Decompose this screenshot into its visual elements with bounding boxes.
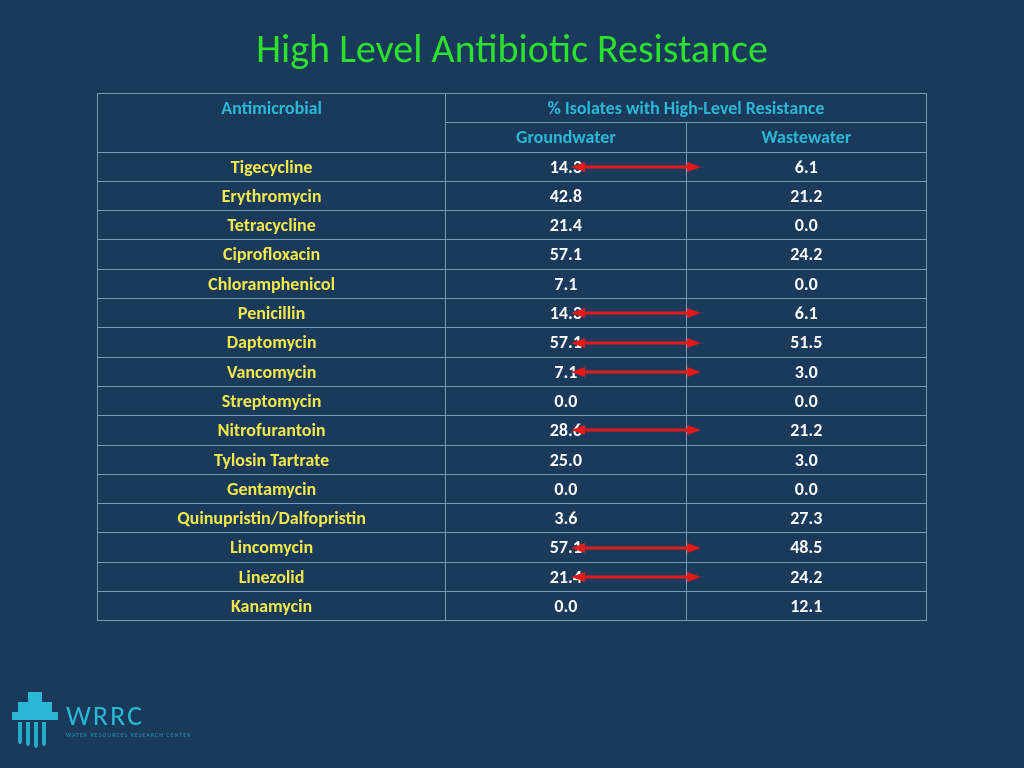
table-row: Linezolid 21.4 24.2 <box>98 562 927 591</box>
drug-name: Gentamycin <box>98 474 446 503</box>
drug-name: Nitrofurantoin <box>98 416 446 445</box>
logo-text: WRRC <box>66 702 191 730</box>
groundwater-value: 25.0 <box>446 445 686 474</box>
groundwater-value: 28.6 <box>446 416 686 445</box>
table-row: Nitrofurantoin 28.6 21.2 <box>98 416 927 445</box>
drug-name: Tetracycline <box>98 211 446 240</box>
col-header-isolates: % Isolates with High-Level Resistance <box>446 94 927 123</box>
wastewater-value: 0.0 <box>686 474 926 503</box>
double-arrow-icon <box>571 337 701 349</box>
double-arrow-icon <box>571 542 701 554</box>
wastewater-value: 0.0 <box>686 269 926 298</box>
double-arrow-icon <box>571 424 701 436</box>
wastewater-value: 0.0 <box>686 211 926 240</box>
drug-name: Chloramphenicol <box>98 269 446 298</box>
double-arrow-icon <box>571 366 701 378</box>
wastewater-value: 0.0 <box>686 386 926 415</box>
groundwater-value: 14.3 <box>446 152 686 181</box>
col-header-wastewater: Wastewater <box>686 123 926 152</box>
drug-name: Penicillin <box>98 299 446 328</box>
drug-name: Ciprofloxacin <box>98 240 446 269</box>
table-row: Quinupristin/Dalfopristin 3.6 27.3 <box>98 504 927 533</box>
drug-name: Erythromycin <box>98 181 446 210</box>
slide-title: High Level Antibiotic Resistance <box>0 0 1024 93</box>
wastewater-value: 6.1 <box>686 299 926 328</box>
drug-name: Lincomycin <box>98 533 446 562</box>
table-row: Daptomycin 57.1 51.5 <box>98 328 927 357</box>
wastewater-value: 48.5 <box>686 533 926 562</box>
table-row: Kanamycin 0.0 12.1 <box>98 592 927 621</box>
table-row: Tigecycline 14.3 6.1 <box>98 152 927 181</box>
table-row: Penicillin 14.3 6.1 <box>98 299 927 328</box>
table-row: Erythromycin 42.8 21.2 <box>98 181 927 210</box>
drug-name: Quinupristin/Dalfopristin <box>98 504 446 533</box>
resistance-table: Antimicrobial % Isolates with High-Level… <box>97 93 927 621</box>
groundwater-value: 42.8 <box>446 181 686 210</box>
logo-subtext: WATER RESOURCES RESEARCH CENTER <box>66 732 191 738</box>
table-row: Streptomycin 0.0 0.0 <box>98 386 927 415</box>
double-arrow-icon <box>571 571 701 583</box>
wastewater-value: 12.1 <box>686 592 926 621</box>
groundwater-value: 7.1 <box>446 269 686 298</box>
drug-name: Vancomycin <box>98 357 446 386</box>
wastewater-value: 3.0 <box>686 445 926 474</box>
drug-name: Tigecycline <box>98 152 446 181</box>
wastewater-value: 51.5 <box>686 328 926 357</box>
groundwater-value: 57.1 <box>446 240 686 269</box>
table-row: Ciprofloxacin 57.1 24.2 <box>98 240 927 269</box>
drug-name: Daptomycin <box>98 328 446 357</box>
groundwater-value: 7.1 <box>446 357 686 386</box>
groundwater-value: 57.1 <box>446 533 686 562</box>
groundwater-value: 0.0 <box>446 474 686 503</box>
wastewater-value: 24.2 <box>686 240 926 269</box>
groundwater-value: 0.0 <box>446 592 686 621</box>
table-row: Lincomycin 57.1 48.5 <box>98 533 927 562</box>
wastewater-value: 21.2 <box>686 416 926 445</box>
drug-name: Tylosin Tartrate <box>98 445 446 474</box>
groundwater-value: 21.4 <box>446 211 686 240</box>
table-row: Vancomycin 7.1 3.0 <box>98 357 927 386</box>
groundwater-value: 0.0 <box>446 386 686 415</box>
groundwater-value: 21.4 <box>446 562 686 591</box>
wrrc-logo: WRRC WATER RESOURCES RESEARCH CENTER <box>12 692 191 748</box>
drug-name: Kanamycin <box>98 592 446 621</box>
double-arrow-icon <box>571 161 701 173</box>
groundwater-value: 3.6 <box>446 504 686 533</box>
wastewater-value: 27.3 <box>686 504 926 533</box>
col-header-groundwater: Groundwater <box>446 123 686 152</box>
wastewater-value: 6.1 <box>686 152 926 181</box>
table-row: Tylosin Tartrate 25.0 3.0 <box>98 445 927 474</box>
logo-mark-icon <box>12 692 58 748</box>
drug-name: Linezolid <box>98 562 446 591</box>
wastewater-value: 3.0 <box>686 357 926 386</box>
wastewater-value: 21.2 <box>686 181 926 210</box>
table-row: Tetracycline 21.4 0.0 <box>98 211 927 240</box>
double-arrow-icon <box>571 307 701 319</box>
drug-name: Streptomycin <box>98 386 446 415</box>
groundwater-value: 57.1 <box>446 328 686 357</box>
groundwater-value: 14.3 <box>446 299 686 328</box>
col-header-antimicrobial: Antimicrobial <box>98 94 446 153</box>
table-row: Gentamycin 0.0 0.0 <box>98 474 927 503</box>
wastewater-value: 24.2 <box>686 562 926 591</box>
table-row: Chloramphenicol 7.1 0.0 <box>98 269 927 298</box>
